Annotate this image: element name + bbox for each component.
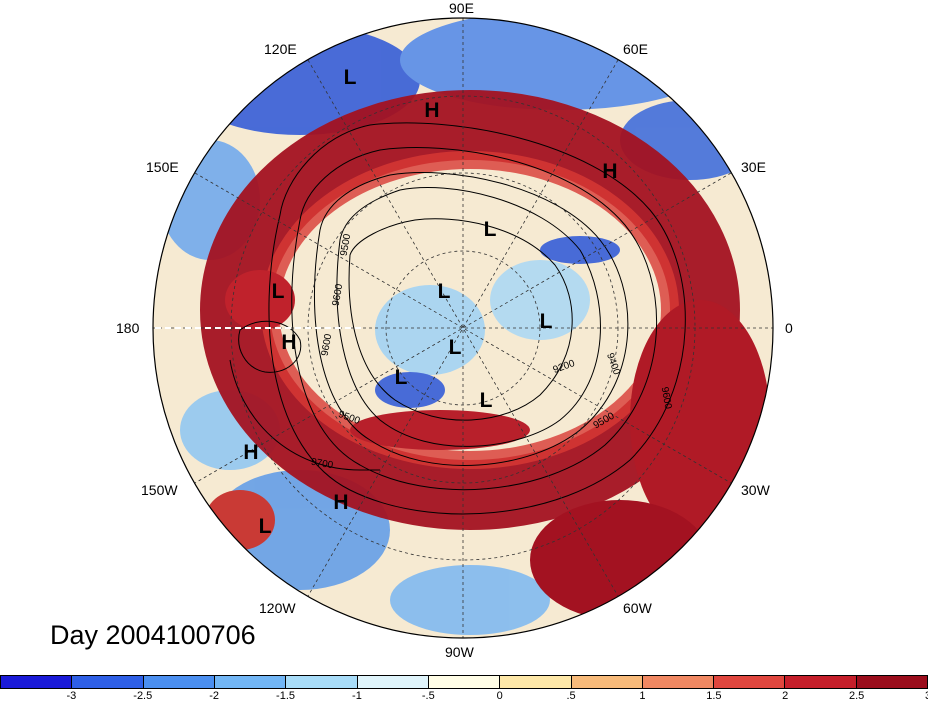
colorbar-tick-label: -.5 <box>421 690 435 702</box>
colorbar-tick-label: 2.5 <box>848 690 865 702</box>
pressure-center-low: L <box>479 389 493 412</box>
lon-label-60e: 60E <box>623 41 648 57</box>
lon-label-150e: 150E <box>146 159 179 175</box>
colorbar-tick-label: 0 <box>496 690 503 702</box>
pressure-center-low: L <box>539 310 553 333</box>
colorbar-tick-label: 2 <box>782 690 789 702</box>
colorbar-segment <box>286 676 358 688</box>
colorbar-segment <box>214 676 287 688</box>
colorbar-segment <box>72 676 144 688</box>
colorbar-tick-label: -1 <box>352 690 362 702</box>
map-boundary <box>152 17 774 639</box>
pressure-center-low: L <box>483 218 497 241</box>
pressure-center-low: L <box>448 336 462 359</box>
colorbar-segment <box>357 676 429 688</box>
colorbar-segment <box>856 676 928 688</box>
colorbar-tick-label: 1.5 <box>706 690 722 702</box>
colorbar-tick-label: -1.5 <box>276 690 296 702</box>
height-contours <box>229 122 686 515</box>
pressure-center-high: H <box>602 160 618 183</box>
pressure-center-high: H <box>424 99 440 122</box>
pressure-center-high: H <box>333 491 349 514</box>
colorbar-tick-label: 1 <box>639 690 646 702</box>
lon-label-90e: 90E <box>449 0 474 16</box>
pressure-center-low: L <box>343 66 357 89</box>
colorbar-tick-label: -2 <box>209 690 220 702</box>
colorbar-segment <box>143 676 215 688</box>
lon-label-120e: 120E <box>264 41 297 57</box>
map-title: Day 2004100706 <box>50 620 256 650</box>
lon-label-30e: 30E <box>741 159 766 175</box>
lon-label-30w: 30W <box>741 482 770 498</box>
colorbar-segment <box>571 676 643 688</box>
pressure-center-low: L <box>271 280 285 303</box>
colorbar-tick-label: .5 <box>566 690 576 702</box>
colorbar-segment <box>642 676 715 688</box>
lon-label-150w: 150W <box>141 482 178 498</box>
colorbar-segment <box>714 676 786 688</box>
pressure-center-low: L <box>394 366 408 389</box>
pressure-center-low: L <box>437 280 451 303</box>
lon-label-90w: 90W <box>445 644 474 660</box>
pressure-center-low: L <box>258 515 272 538</box>
colorbar-segment <box>428 676 501 688</box>
lon-label-120w: 120W <box>259 600 296 616</box>
lon-label-60w: 60W <box>623 600 652 616</box>
pressure-center-high: H <box>243 441 259 464</box>
colorbar-tick-label: 3 <box>925 690 928 702</box>
colorbar-segment <box>500 676 572 688</box>
pressure-center-high: H <box>281 331 297 354</box>
colorbar-segment <box>785 676 857 688</box>
colorbar-segment <box>1 676 73 688</box>
lon-label-0: 0 <box>785 320 793 336</box>
colorbar-tick-label: -2.5 <box>133 690 153 702</box>
colorbar-tick-label: -3 <box>66 690 77 702</box>
colorbar <box>0 675 928 689</box>
lon-label-180: 180 <box>116 320 140 336</box>
